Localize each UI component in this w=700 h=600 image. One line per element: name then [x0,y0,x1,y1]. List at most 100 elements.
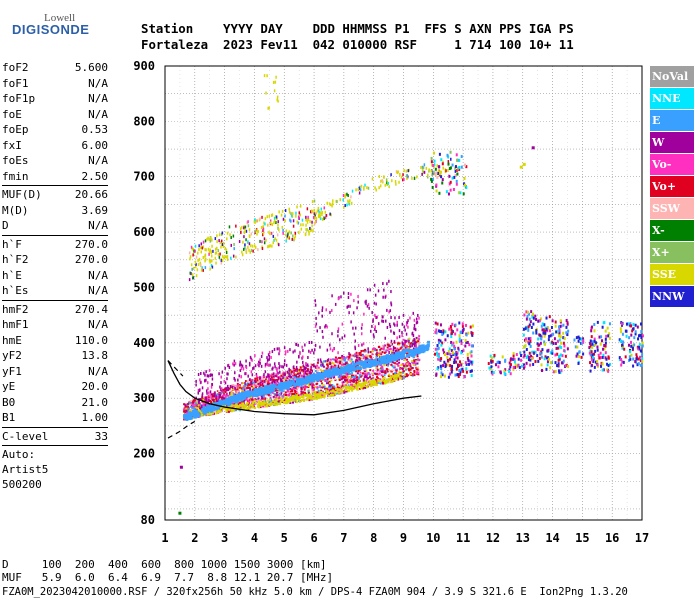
echo-mark [291,378,294,381]
echo-mark [215,397,218,400]
echo-mark [194,406,197,409]
echo-mark [269,402,272,405]
echo-mark [244,225,247,229]
echo-mark [343,334,346,338]
echo-mark [277,398,280,401]
echo-mark [200,413,203,416]
echo-mark [379,352,382,355]
echo-mark [336,391,339,394]
echo-mark [229,391,231,395]
echo-mark [248,394,252,398]
echo-mark [300,390,303,393]
echo-mark [363,384,366,387]
echo-mark [218,409,221,412]
echo-mark [216,406,220,410]
echo-mark [296,391,299,394]
echo-mark [529,344,532,348]
echo-mark [272,375,275,378]
echo-mark [527,328,530,332]
echo-mark [265,378,268,381]
echo-mark [331,294,333,298]
echo-mark [436,367,439,371]
echo-mark [397,358,400,361]
echo-mark [202,256,205,260]
echo-mark [265,376,268,379]
echo-mark [314,213,316,217]
echo-mark [442,160,444,164]
echo-mark [345,387,348,390]
echo-mark [202,403,204,407]
echo-mark [191,273,194,277]
echo-mark [232,234,235,238]
echo-mark [254,385,257,388]
echo-mark [315,397,318,400]
echo-mark [390,173,392,177]
echo-mark [399,347,402,350]
echo-mark [333,378,336,381]
echo-mark [341,336,343,340]
echo-mark [308,375,312,379]
echo-mark [314,348,316,352]
echo-mark [323,385,326,388]
echo-mark [376,361,380,365]
echo-mark [289,373,292,376]
x-tick-label: 1 [161,531,168,545]
echo-mark [195,414,199,418]
echo-mark [190,401,193,404]
echo-mark [395,374,398,377]
echo-mark [361,343,363,347]
echo-mark [258,385,261,388]
echo-mark [305,228,307,232]
echo-mark [415,341,418,344]
echo-mark [221,243,224,247]
echo-mark [195,262,197,266]
echo-mark [374,380,377,383]
echo-mark [317,395,320,398]
echo-mark [358,382,361,385]
x-tick-label: 11 [456,531,470,545]
echo-mark [325,387,328,390]
echo-mark [319,396,322,399]
echo-mark [537,337,540,341]
echo-mark [471,324,474,328]
echo-mark [328,369,332,373]
echo-mark [437,352,440,356]
echo-mark [391,179,393,183]
echo-mark [410,341,413,344]
echo-mark [336,200,338,204]
echo-mark [412,339,415,342]
echo-mark [226,404,229,407]
echo-mark [210,373,212,377]
echo-mark [383,175,385,179]
echo-mark [339,356,342,359]
echo-mark [242,382,245,385]
echo-mark [353,332,355,336]
echo-mark [325,392,328,395]
echo-mark [525,339,528,343]
echo-mark [387,374,390,377]
echo-mark [381,319,383,323]
echo-mark [321,374,325,378]
echo-mark [365,354,368,357]
echo-mark [392,345,395,349]
echo-mark [317,208,320,212]
echo-mark [384,370,387,373]
echo-mark [262,391,266,395]
echo-mark [374,293,377,297]
echo-mark [322,365,325,368]
echo-mark [350,358,353,361]
echo-mark [277,220,279,224]
echo-mark [446,359,449,363]
echo-mark [298,400,301,403]
echo-mark [413,356,416,359]
echo-mark [366,288,369,292]
echo-mark [349,385,352,388]
echo-mark [261,380,264,383]
echo-mark [323,394,326,397]
echo-mark [221,390,224,393]
echo-mark [266,215,269,219]
echo-mark [298,211,301,215]
echo-mark [321,306,324,310]
echo-mark [307,372,310,375]
echo-mark [412,347,415,351]
